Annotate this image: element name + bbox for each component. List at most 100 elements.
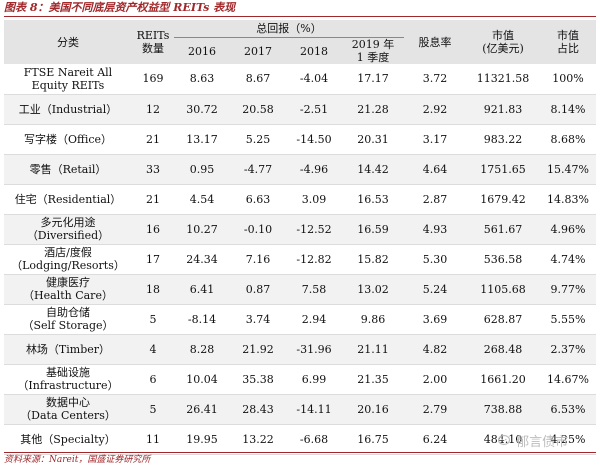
cell-count: 21: [132, 124, 174, 155]
cell-share: 14.67%: [540, 364, 597, 395]
cell-y2018: -31.96: [286, 334, 342, 365]
cell-q1-2019: 13.02: [342, 274, 405, 305]
table-caption: 图表 8：美国不同底层资产权益型 REITs 表现: [4, 0, 596, 17]
cell-market-cap: 738.88: [466, 394, 541, 425]
cell-y2017: 0.87: [230, 274, 286, 305]
cell-category: 健康医疗 （Health Care）: [4, 274, 132, 305]
cell-y2017: 20.58: [230, 94, 286, 125]
cell-count: 11: [132, 424, 174, 455]
cell-y2018: 2.94: [286, 304, 342, 335]
table-row: 工业（Industrial） 12 30.72 20.58 -2.51 21.28 2.92…: [4, 94, 597, 125]
cell-q1-2019: 17.17: [342, 64, 405, 95]
cell-share: 100%: [540, 64, 597, 95]
cell-y2018: -6.68: [286, 424, 342, 455]
cell-market-cap: 1751.65: [466, 154, 541, 185]
wechat-icon: [498, 434, 511, 446]
cell-share: 4.96%: [540, 214, 597, 245]
cell-y2017: 7.16: [230, 244, 286, 275]
table-row: 住宅（Residential） 21 4.54 6.63 3.09 16.53 2.87 16…: [4, 184, 597, 215]
table-row: 基础设施 （Infrastructure） 6 10.04 35.38 6.99 21.35…: [4, 364, 597, 395]
cell-y2018: -12.82: [286, 244, 342, 275]
cell-y2017: 13.22: [230, 424, 286, 455]
header-dividend-yield: 股息率: [404, 20, 467, 64]
cell-count: 17: [132, 244, 174, 275]
cell-dividend-yield: 2.87: [404, 184, 467, 215]
header-category: 分类: [4, 20, 132, 64]
cell-y2017: 5.25: [230, 124, 286, 155]
cell-dividend-yield: 3.72: [404, 64, 467, 95]
header-row-1: 分类 REITs 数量 总回报（%） 股息率 市值 (亿美元) 市值 占比: [4, 20, 597, 64]
cell-y2016: 10.27: [174, 214, 230, 245]
cell-dividend-yield: 2.92: [404, 94, 467, 125]
table-row: 林场（Timber） 4 8.28 21.92 -31.96 21.11 4.82 268.4…: [4, 334, 597, 365]
cell-dividend-yield: 2.79: [404, 394, 467, 425]
cell-share: 2.37%: [540, 334, 597, 365]
cell-q1-2019: 16.59: [342, 214, 405, 245]
header-year-2018: 2018: [286, 37, 342, 64]
header-year-2016: 2016: [174, 37, 230, 64]
cell-q1-2019: 20.31: [342, 124, 405, 155]
cell-market-cap: 1661.20: [466, 364, 541, 395]
cell-q1-2019: 14.42: [342, 154, 405, 185]
cell-dividend-yield: 2.00: [404, 364, 467, 395]
cell-category: 酒店/度假 （Lodging/Resorts）: [4, 244, 132, 275]
cell-share: 14.83%: [540, 184, 597, 215]
cell-category: 基础设施 （Infrastructure）: [4, 364, 132, 395]
cell-share: 4.74%: [540, 244, 597, 275]
cell-q1-2019: 21.35: [342, 364, 405, 395]
reits-performance-table: 分类 REITs 数量 总回报（%） 股息率 市值 (亿美元) 市值 占比 2016 …: [4, 20, 597, 455]
cell-market-cap: 1679.42: [466, 184, 541, 215]
cell-dividend-yield: 3.69: [404, 304, 467, 335]
cell-y2016: 4.54: [174, 184, 230, 215]
cell-share: 15.47%: [540, 154, 597, 185]
cell-dividend-yield: 4.93: [404, 214, 467, 245]
cell-y2016: 8.28: [174, 334, 230, 365]
table-row: FTSE Nareit All Equity REITs 169 8.63 8.67 -4…: [4, 64, 597, 95]
cell-dividend-yield: 5.30: [404, 244, 467, 275]
cell-y2018: -4.04: [286, 64, 342, 95]
cell-y2016: 8.63: [174, 64, 230, 95]
watermark-text: 郁言债市: [516, 435, 569, 450]
cell-q1-2019: 16.75: [342, 424, 405, 455]
header-count: REITs 数量: [132, 20, 174, 64]
cell-y2017: -0.10: [230, 214, 286, 245]
cell-q1-2019: 21.11: [342, 334, 405, 365]
cell-market-cap: 921.83: [466, 94, 541, 125]
cell-category: 数据中心 （Data Centers）: [4, 394, 132, 425]
cell-dividend-yield: 4.64: [404, 154, 467, 185]
cell-category: 住宅（Residential）: [4, 184, 132, 215]
cell-count: 12: [132, 94, 174, 125]
cell-count: 4: [132, 334, 174, 365]
table-body: FTSE Nareit All Equity REITs 169 8.63 8.67 -4…: [4, 64, 597, 455]
cell-y2016: 13.17: [174, 124, 230, 155]
cell-q1-2019: 9.86: [342, 304, 405, 335]
cell-share: 5.55%: [540, 304, 597, 335]
header-total-return: 总回报（%）: [174, 20, 405, 38]
cell-dividend-yield: 4.82: [404, 334, 467, 365]
cell-y2017: 35.38: [230, 364, 286, 395]
cell-count: 5: [132, 304, 174, 335]
cell-q1-2019: 16.53: [342, 184, 405, 215]
header-market-cap: 市值 (亿美元): [466, 20, 541, 64]
cell-y2016: -8.14: [174, 304, 230, 335]
cell-y2017: -4.77: [230, 154, 286, 185]
cell-y2018: -4.96: [286, 154, 342, 185]
table-row: 其他（Specialty） 11 19.95 13.22 -6.68 16.75 6.24 4…: [4, 424, 597, 455]
cell-y2016: 24.34: [174, 244, 230, 275]
cell-category: FTSE Nareit All Equity REITs: [4, 64, 132, 95]
table-row: 数据中心 （Data Centers） 5 26.41 28.43 -14.11 20.16…: [4, 394, 597, 425]
cell-y2018: -14.11: [286, 394, 342, 425]
cell-y2018: -2.51: [286, 94, 342, 125]
cell-category: 多元化用途 （Diversified）: [4, 214, 132, 245]
cell-y2017: 21.92: [230, 334, 286, 365]
cell-market-cap: 1105.68: [466, 274, 541, 305]
cell-share: 4.25%: [540, 424, 597, 455]
cell-market-cap: 268.48: [466, 334, 541, 365]
cell-y2017: 28.43: [230, 394, 286, 425]
cell-dividend-yield: 6.24: [404, 424, 467, 455]
cell-dividend-yield: 5.24: [404, 274, 467, 305]
table-row: 零售（Retail） 33 0.95 -4.77 -4.96 14.42 4.64 1751.…: [4, 154, 597, 185]
source-note: 资料来源：Nareit，国盛证券研究所: [4, 452, 596, 468]
cell-category: 林场（Timber）: [4, 334, 132, 365]
